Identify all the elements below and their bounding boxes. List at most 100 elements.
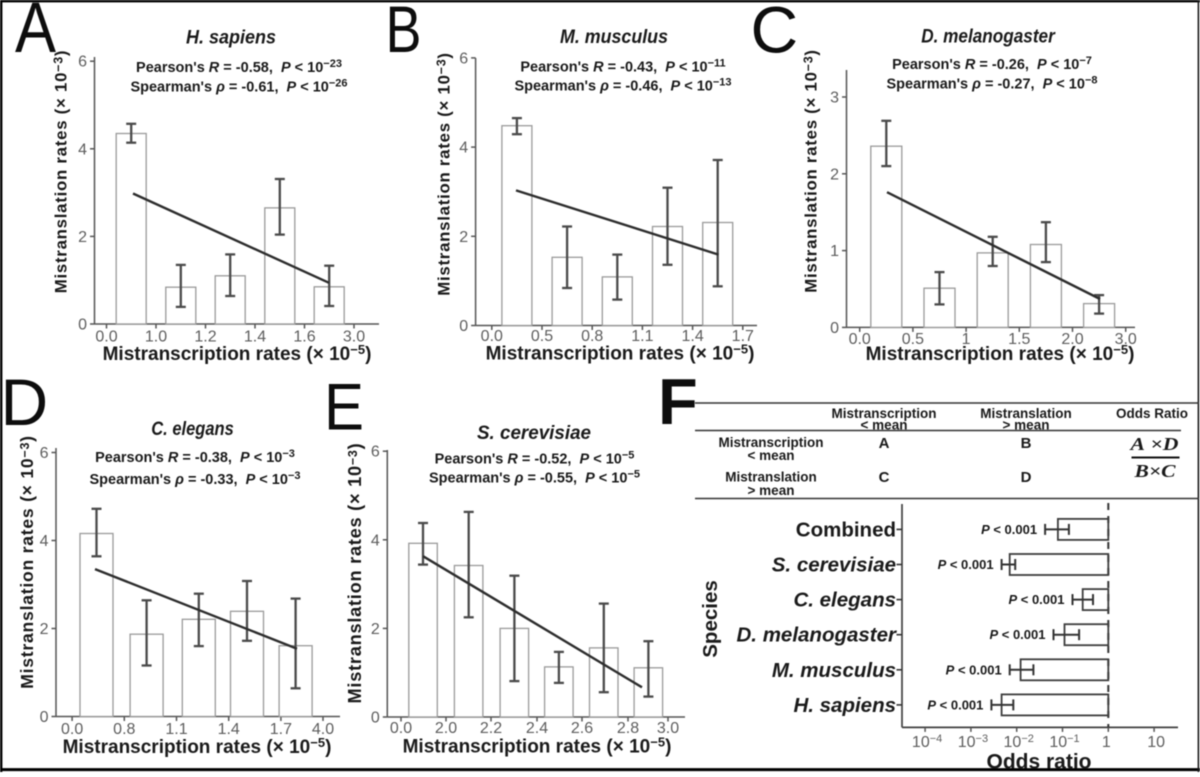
svg-text:3: 3 [830, 90, 839, 107]
svg-text:C. elegans: C. elegans [151, 418, 234, 440]
svg-text:4: 4 [459, 140, 468, 157]
svg-text:0.0: 0.0 [481, 328, 503, 345]
svg-text:0.5: 0.5 [902, 331, 924, 348]
svg-text:1.4: 1.4 [681, 328, 703, 345]
svg-text:0: 0 [78, 317, 87, 334]
svg-text:C: C [879, 469, 890, 486]
svg-text:> mean: > mean [748, 483, 795, 498]
svg-text:0.8: 0.8 [113, 721, 135, 738]
svg-text:3.0: 3.0 [657, 720, 679, 737]
svg-text:Pearson's R = -0.38, P < 10−3: Pearson's R = -0.38, P < 10−3 [95, 448, 295, 466]
svg-text:Mistranslation rates (× 10−3): Mistranslation rates (× 10−3) [345, 443, 365, 704]
svg-text:1.1: 1.1 [165, 721, 187, 738]
svg-text:0.0: 0.0 [95, 329, 117, 346]
svg-text:Spearman's ρ = -0.61, P < 10−: Spearman's ρ = -0.61, P < 10−26 [130, 78, 347, 96]
svg-text:P < 0.001: P < 0.001 [989, 627, 1045, 642]
svg-text:6: 6 [78, 54, 87, 71]
svg-text:> mean: > mean [1003, 418, 1050, 433]
svg-text:P < 0.001: P < 0.001 [927, 697, 983, 712]
svg-text:1: 1 [962, 331, 971, 348]
svg-text:2: 2 [459, 229, 468, 246]
svg-text:Spearman's ρ = -0.46, P < 10−: Spearman's ρ = -0.46, P < 10−13 [514, 77, 731, 95]
svg-text:10: 10 [1147, 734, 1165, 751]
svg-text:F: F [658, 365, 698, 438]
svg-text:Combined: Combined [796, 518, 896, 541]
svg-text:Mistranslation rates (× 10−3): Mistranslation rates (× 10−3) [52, 50, 71, 294]
svg-text:2: 2 [40, 621, 49, 638]
svg-text:4: 4 [78, 141, 87, 158]
svg-text:4.0: 4.0 [312, 721, 334, 738]
svg-text:P < 0.001: P < 0.001 [981, 522, 1037, 537]
svg-text:1.2: 1.2 [194, 329, 216, 346]
svg-text:D: D [1, 365, 49, 439]
svg-text:M. musculus: M. musculus [772, 659, 896, 682]
svg-text:1.7: 1.7 [732, 328, 754, 345]
svg-text:Mistranscription rates (× 10−5: Mistranscription rates (× 10−5) [63, 735, 332, 758]
svg-text:Mistranscription rates (× 10−5: Mistranscription rates (× 10−5) [866, 342, 1135, 365]
svg-text:C: C [751, 0, 799, 67]
svg-text:0: 0 [830, 320, 839, 337]
svg-text:D. melanogaster: D. melanogaster [921, 26, 1056, 48]
svg-text:0.0: 0.0 [849, 331, 871, 348]
svg-text:Pearson's R = -0.52, P < 10−5: Pearson's R = -0.52, P < 10−5 [435, 450, 635, 468]
svg-text:Mistranslation: Mistranslation [725, 470, 817, 485]
svg-text:4: 4 [371, 532, 380, 549]
svg-text:6: 6 [459, 50, 468, 67]
svg-text:2.2: 2.2 [480, 720, 502, 737]
svg-text:Pearson's R = -0.43, P < 10−1: Pearson's R = -0.43, P < 10−11 [520, 58, 725, 76]
svg-text:H. sapiens: H. sapiens [793, 694, 896, 717]
svg-text:0.0: 0.0 [390, 720, 412, 737]
svg-text:1.1: 1.1 [631, 328, 653, 345]
svg-text:2: 2 [371, 621, 380, 638]
svg-text:Mistranscription rates (× 10−5: Mistranscription rates (× 10−5) [403, 735, 672, 758]
svg-text:0.5: 0.5 [531, 328, 553, 345]
svg-text:Mistranslation rates (× 10−3): Mistranslation rates (× 10−3) [435, 52, 454, 296]
svg-text:Spearman's ρ = -0.55, P < 10−: Spearman's ρ = -0.55, P < 10−5 [429, 469, 640, 487]
svg-text:6: 6 [40, 445, 49, 462]
svg-text:0.0: 0.0 [61, 721, 83, 738]
svg-text:1.5: 1.5 [1008, 331, 1030, 348]
svg-text:2.0: 2.0 [1061, 331, 1083, 348]
svg-text:Mistranslation: Mistranslation [980, 406, 1072, 421]
svg-text:B: B [1021, 435, 1032, 452]
svg-text:Mistranslation rates (× 10−3): Mistranslation rates (× 10−3) [17, 435, 37, 689]
svg-text:Odds ratio: Odds ratio [986, 751, 1091, 773]
svg-text:6: 6 [371, 444, 380, 461]
svg-text:2.4: 2.4 [526, 720, 548, 737]
svg-text:Mistranscription rates (× 10−5: Mistranscription rates (× 10−5) [103, 342, 372, 365]
svg-text:B: B [386, 0, 422, 66]
svg-text:B×C: B×C [1133, 461, 1176, 481]
svg-text:2.6: 2.6 [571, 720, 593, 737]
svg-text:1.7: 1.7 [270, 721, 292, 738]
svg-text:0: 0 [459, 318, 468, 335]
svg-text:M. musculus: M. musculus [560, 26, 668, 48]
svg-text:3.0: 3.0 [1115, 331, 1137, 348]
svg-text:A ×D: A ×D [1129, 434, 1178, 454]
svg-text:1.4: 1.4 [218, 721, 240, 738]
svg-text:P < 0.001: P < 0.001 [1008, 592, 1064, 607]
svg-text:Spearman's ρ = -0.27, P < 10−: Spearman's ρ = -0.27, P < 10−8 [887, 75, 1098, 93]
svg-text:H. sapiens: H. sapiens [186, 27, 276, 49]
svg-text:D. melanogaster: D. melanogaster [737, 624, 898, 647]
svg-text:< mean: < mean [861, 418, 908, 433]
svg-text:Spearman's ρ = -0.33, P < 10−: Spearman's ρ = -0.33, P < 10−3 [90, 470, 301, 488]
svg-text:< mean: < mean [748, 448, 795, 463]
svg-text:0: 0 [371, 710, 380, 727]
svg-text:1.0: 1.0 [145, 329, 167, 346]
svg-text:P < 0.001: P < 0.001 [946, 662, 1002, 677]
svg-text:3.0: 3.0 [343, 329, 365, 346]
svg-text:S. cerevisiae: S. cerevisiae [477, 422, 591, 444]
svg-text:Mistranscription: Mistranscription [831, 406, 936, 421]
svg-text:2.0: 2.0 [435, 720, 457, 737]
svg-text:C. elegans: C. elegans [793, 589, 896, 612]
svg-text:Odds Ratio: Odds Ratio [1116, 406, 1188, 421]
svg-text:Pearson's R = -0.26, P < 10−7: Pearson's R = -0.26, P < 10−7 [892, 55, 1092, 73]
svg-text:Mistranscription rates (× 10−5: Mistranscription rates (× 10−5) [486, 342, 755, 365]
svg-text:E: E [324, 370, 364, 444]
svg-text:2.8: 2.8 [617, 720, 639, 737]
svg-text:Mistranslation rates (× 10−3): Mistranslation rates (× 10−3) [802, 49, 821, 293]
svg-text:2: 2 [830, 166, 839, 183]
svg-text:Pearson's R = -0.58, P < 10−2: Pearson's R = -0.58, P < 10−23 [136, 58, 342, 76]
svg-text:2: 2 [78, 229, 87, 246]
svg-text:P < 0.001: P < 0.001 [938, 557, 994, 572]
